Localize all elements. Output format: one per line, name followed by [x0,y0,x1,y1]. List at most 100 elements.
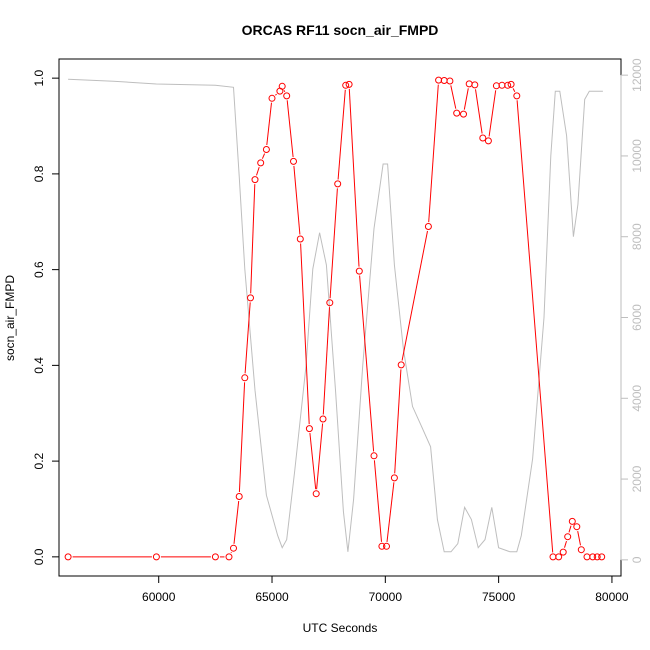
data-point [593,553,601,561]
x-tick-label: 75000 [482,590,516,604]
primary-series-segment [348,88,360,267]
primary-series-segment [316,423,324,490]
x-axis: 60000 65000 70000 75000 80000 [142,575,629,604]
data-point [573,523,581,531]
primary-series-layer [64,76,606,561]
data-point [247,294,254,302]
data-point [268,94,276,102]
data-point [345,80,353,88]
data-point [326,299,334,307]
data-point [64,553,72,561]
data-point [230,544,237,552]
data-point [555,553,563,561]
primary-series-segment [475,89,483,134]
data-point [370,452,378,460]
primary-series-segment [386,482,395,542]
y2-tick-label: 10000 [630,139,644,173]
data-point [342,81,350,89]
x-tick-label: 70000 [369,590,403,604]
chart-title: ORCAS RF11 socn_air_FMPD [242,22,439,38]
data-point [211,553,219,561]
data-point [312,490,320,498]
data-point [334,180,342,188]
data-point [251,176,259,184]
primary-series-segment [300,243,310,425]
primary-series-segment [233,500,240,544]
data-point [460,110,467,118]
primary-series-segment [488,90,497,137]
primary-series-segment [261,153,266,159]
y2-tick-label: 8000 [630,223,644,250]
data-point [378,542,386,550]
y-tick-label: 0.6 [32,261,46,278]
x-tick-label: 65000 [255,590,289,604]
data-point [479,134,487,142]
y2-tick-label: 6000 [630,304,644,331]
data-point [152,553,160,561]
x-tick-label: 60000 [142,590,176,604]
data-point [504,81,512,89]
data-point [568,517,576,525]
secondary-series-line [68,78,603,553]
data-point [390,474,398,482]
data-point [564,533,572,541]
data-point [559,548,567,556]
data-point [283,92,291,100]
primary-series-segment [428,84,439,223]
x-tick-label: 80000 [595,590,629,604]
primary-series-segment [250,184,256,294]
data-point [577,546,585,554]
primary-series-segment [337,89,346,180]
y-axis-label: socn_air_FMPD [3,275,17,361]
primary-series-segment [286,100,294,158]
primary-series-segment [266,102,272,146]
y-tick-label: 1.0 [32,69,46,86]
y-tick-label: 0.8 [32,165,46,182]
primary-series-segment [293,165,301,235]
primary-series-segment [283,90,286,93]
y-axis: 0.0 0.2 0.4 0.6 0.8 1.0 [32,69,60,565]
data-point [262,146,270,153]
primary-series-segment [564,540,567,548]
primary-series-segment [275,93,277,96]
y2-tick-label: 2000 [630,465,644,492]
primary-series-segment [516,100,554,553]
y-tick-label: 0.0 [32,548,46,565]
primary-series-segment [238,382,246,493]
primary-series-segment [244,302,251,374]
data-point [305,425,313,433]
y2-tick-label: 0 [630,556,644,563]
primary-series-segment [568,525,572,533]
primary-series-segment [394,369,402,474]
primary-series-segment [401,230,428,361]
data-point [290,157,297,165]
y2-tick-label: 12000 [630,58,644,92]
primary-series-segment [450,85,457,109]
data-point [235,493,243,500]
data-point [598,553,606,561]
data-point [383,542,390,550]
data-point [257,159,265,167]
x-axis-label: UTC Seconds [303,621,378,635]
data-point [484,137,492,145]
data-point [241,374,249,382]
data-point [319,415,327,423]
data-point [453,109,461,117]
primary-series-segment [309,432,317,490]
y-tick-label: 0.4 [32,357,46,374]
data-point [471,81,479,89]
y2-axis: 0 2000 4000 6000 8000 10000 12000 [620,58,644,563]
primary-series-segment [256,166,260,176]
primary-series-segment [329,188,338,299]
data-point [225,553,233,561]
data-point [507,80,515,88]
data-point [424,223,432,230]
plot-area [58,58,622,577]
data-point [355,267,363,275]
data-point [513,92,521,100]
secondary-series-layer [68,78,603,553]
primary-series-segment [512,88,516,93]
primary-series-segment [322,307,330,415]
